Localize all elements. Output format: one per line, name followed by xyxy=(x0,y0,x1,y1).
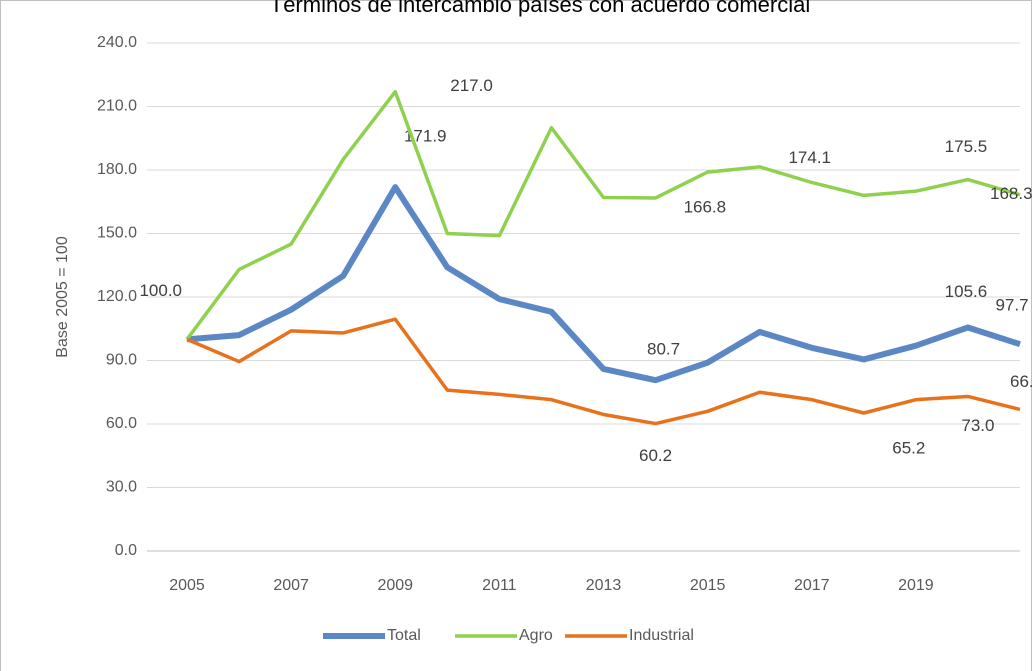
chart-title: Términos de intercambio países con acuer… xyxy=(270,0,810,17)
data-label: 80.7 xyxy=(647,340,680,359)
data-label: 166.8 xyxy=(684,197,727,216)
data-label: 217.0 xyxy=(450,76,493,95)
x-tick-label: 2011 xyxy=(482,577,517,594)
legend-label: Total xyxy=(387,627,421,644)
data-label: 175.5 xyxy=(945,137,988,156)
y-tick-label: 210.0 xyxy=(97,98,137,115)
x-tick-label: 2005 xyxy=(169,577,205,594)
x-tick-label: 2017 xyxy=(794,577,830,594)
data-label: 100.0 xyxy=(139,281,182,300)
data-label: 105.6 xyxy=(945,282,988,301)
y-tick-label: 120.0 xyxy=(97,288,137,305)
y-tick-label: 30.0 xyxy=(106,479,137,496)
legend-label: Agro xyxy=(519,627,553,644)
data-label: 97.7 xyxy=(995,296,1028,315)
x-tick-label: 2009 xyxy=(377,577,413,594)
y-tick-label: 60.0 xyxy=(106,415,137,432)
data-label: 174.1 xyxy=(788,148,831,167)
x-tick-label: 2019 xyxy=(898,577,934,594)
y-tick-label: 150.0 xyxy=(97,225,137,242)
legend-label: Industrial xyxy=(629,627,694,644)
y-tick-label: 0.0 xyxy=(115,542,137,559)
series-line xyxy=(186,184,1021,384)
y-tick-label: 90.0 xyxy=(106,352,137,369)
y-axis-label: Base 2005 = 100 xyxy=(54,236,71,358)
y-tick-label: 240.0 xyxy=(97,34,137,51)
data-label: 168.3 xyxy=(990,184,1032,203)
x-tick-label: 2013 xyxy=(586,577,622,594)
x-tick-label: 2007 xyxy=(273,577,309,594)
data-label: 66.9 xyxy=(1010,372,1032,391)
data-label: 73.0 xyxy=(961,416,994,435)
series-line xyxy=(186,317,1021,426)
y-tick-label: 180.0 xyxy=(97,161,137,178)
data-label: 65.2 xyxy=(892,438,925,457)
x-tick-label: 2015 xyxy=(690,577,726,594)
data-label: 60.2 xyxy=(639,446,672,465)
series-line xyxy=(185,89,1021,341)
